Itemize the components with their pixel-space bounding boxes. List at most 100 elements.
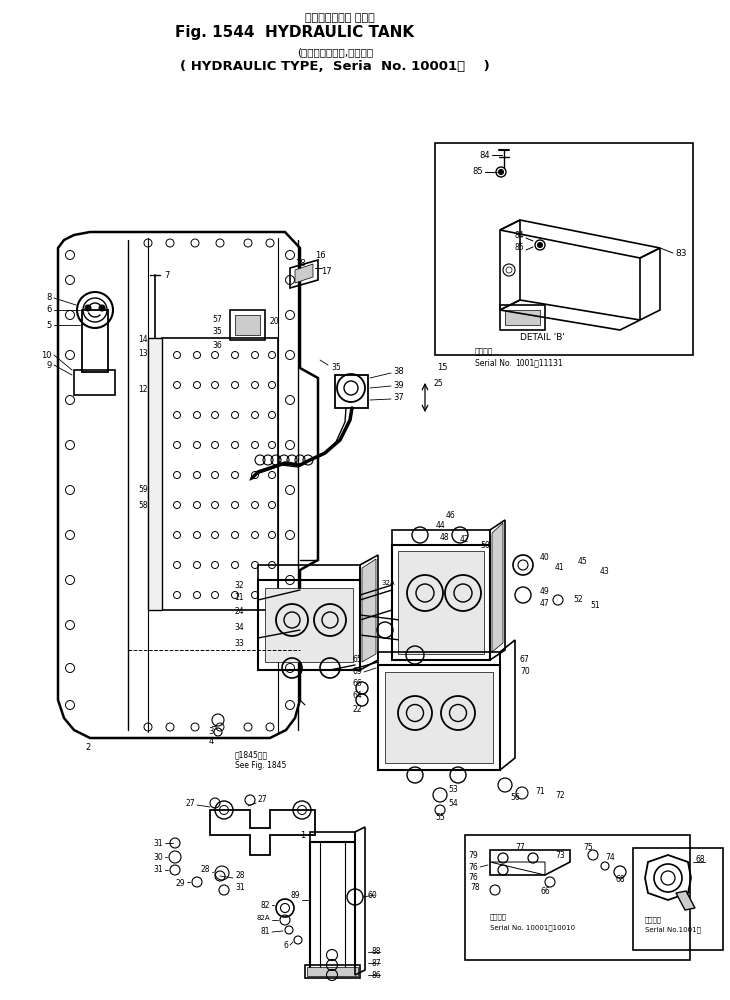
Text: 57: 57 — [212, 316, 222, 324]
Circle shape — [499, 169, 504, 174]
Text: 82A: 82A — [256, 915, 270, 921]
Text: ハイドロリック タンク: ハイドロリック タンク — [305, 13, 375, 23]
Text: 36: 36 — [212, 340, 222, 350]
Text: 58: 58 — [139, 500, 148, 510]
Text: 18: 18 — [295, 258, 305, 267]
Text: 33: 33 — [234, 639, 244, 648]
Polygon shape — [265, 588, 353, 662]
Text: (油　　圧　　式,適用号機: (油 圧 式,適用号機 — [297, 47, 373, 57]
Text: 44: 44 — [435, 520, 445, 530]
Polygon shape — [148, 338, 162, 610]
Polygon shape — [676, 891, 695, 910]
Text: 66: 66 — [353, 680, 362, 688]
Text: 38: 38 — [393, 367, 404, 376]
Text: 40: 40 — [540, 554, 550, 562]
Text: 25: 25 — [433, 378, 442, 387]
Text: 41: 41 — [555, 564, 564, 572]
Text: 16: 16 — [315, 250, 326, 259]
Text: 14: 14 — [139, 336, 148, 344]
Text: 3: 3 — [209, 728, 214, 736]
Text: 35: 35 — [331, 363, 341, 372]
Text: 55: 55 — [435, 812, 445, 822]
Polygon shape — [235, 315, 260, 335]
Text: 69: 69 — [353, 668, 362, 676]
Text: 32A: 32A — [381, 580, 395, 586]
Text: 60: 60 — [367, 890, 377, 900]
Text: 15: 15 — [437, 363, 447, 372]
Text: 89: 89 — [291, 890, 300, 900]
Text: 85: 85 — [472, 167, 483, 176]
Text: 85: 85 — [515, 243, 524, 252]
Text: 68: 68 — [695, 856, 704, 864]
Text: 83: 83 — [675, 248, 686, 257]
Text: 87: 87 — [372, 958, 382, 968]
Text: 2: 2 — [85, 744, 91, 752]
Text: 66: 66 — [540, 888, 550, 896]
Text: 1001～11131: 1001～11131 — [515, 359, 563, 367]
Text: 79: 79 — [468, 850, 478, 859]
Text: 35: 35 — [212, 328, 222, 336]
Text: 67: 67 — [520, 656, 530, 664]
Text: 54: 54 — [448, 798, 458, 808]
Polygon shape — [307, 967, 358, 976]
Text: 78: 78 — [470, 884, 480, 892]
Text: 9: 9 — [47, 360, 52, 369]
Text: 88: 88 — [372, 948, 382, 956]
Text: 24: 24 — [234, 607, 244, 616]
Text: See Fig. 1845: See Fig. 1845 — [235, 760, 286, 770]
Text: 34: 34 — [234, 624, 244, 633]
Bar — [465, 835, 690, 960]
Text: 50: 50 — [480, 540, 490, 550]
Text: 52: 52 — [573, 595, 583, 604]
Text: 32: 32 — [234, 580, 244, 589]
Text: 13: 13 — [139, 349, 148, 358]
Text: 27: 27 — [258, 796, 268, 804]
Text: 31: 31 — [153, 865, 163, 874]
Bar — [82, 310, 108, 372]
Text: 1: 1 — [300, 832, 305, 840]
Circle shape — [537, 242, 542, 247]
Text: 8: 8 — [47, 294, 52, 302]
Polygon shape — [505, 310, 540, 325]
Polygon shape — [385, 672, 493, 763]
Polygon shape — [492, 523, 503, 652]
Text: 45: 45 — [578, 558, 588, 566]
Text: 6: 6 — [283, 940, 288, 950]
Text: 70: 70 — [520, 668, 530, 676]
Polygon shape — [398, 551, 484, 654]
Bar — [435, 143, 693, 355]
Text: 29: 29 — [175, 880, 185, 888]
Text: 39: 39 — [393, 380, 404, 389]
Circle shape — [99, 305, 105, 311]
Text: 53: 53 — [448, 786, 458, 794]
Text: 22: 22 — [353, 706, 362, 714]
Text: 77: 77 — [515, 842, 525, 852]
Text: 75: 75 — [583, 844, 593, 852]
Text: 42: 42 — [460, 536, 469, 544]
Text: 47: 47 — [540, 598, 550, 607]
Text: ( HYDRAULIC TYPE,  Seria  No. 10001～    ): ( HYDRAULIC TYPE, Seria No. 10001～ ) — [180, 60, 490, 74]
Text: 6: 6 — [47, 306, 52, 314]
Text: Serial No. 10001～10010: Serial No. 10001～10010 — [490, 925, 575, 931]
Text: 51: 51 — [590, 600, 599, 609]
Text: 59: 59 — [138, 486, 148, 494]
Text: 56: 56 — [510, 794, 520, 802]
Text: 28: 28 — [235, 870, 245, 880]
Text: 68: 68 — [615, 876, 625, 884]
Polygon shape — [295, 264, 313, 283]
Polygon shape — [362, 559, 376, 662]
Text: 7: 7 — [164, 270, 169, 279]
Text: 37: 37 — [393, 393, 404, 402]
Text: 72: 72 — [555, 790, 564, 800]
Text: 28: 28 — [201, 865, 210, 874]
Text: 73: 73 — [555, 850, 565, 859]
Text: 74: 74 — [605, 854, 615, 862]
Text: 65: 65 — [353, 656, 362, 664]
Text: 49: 49 — [540, 587, 550, 596]
Circle shape — [85, 305, 91, 311]
Text: 囱1845参照: 囱1845参照 — [235, 750, 268, 760]
Text: 5: 5 — [47, 320, 52, 330]
Text: DETAIL 'B': DETAIL 'B' — [520, 334, 565, 342]
Text: 30: 30 — [153, 852, 163, 861]
Text: 82: 82 — [261, 900, 270, 910]
